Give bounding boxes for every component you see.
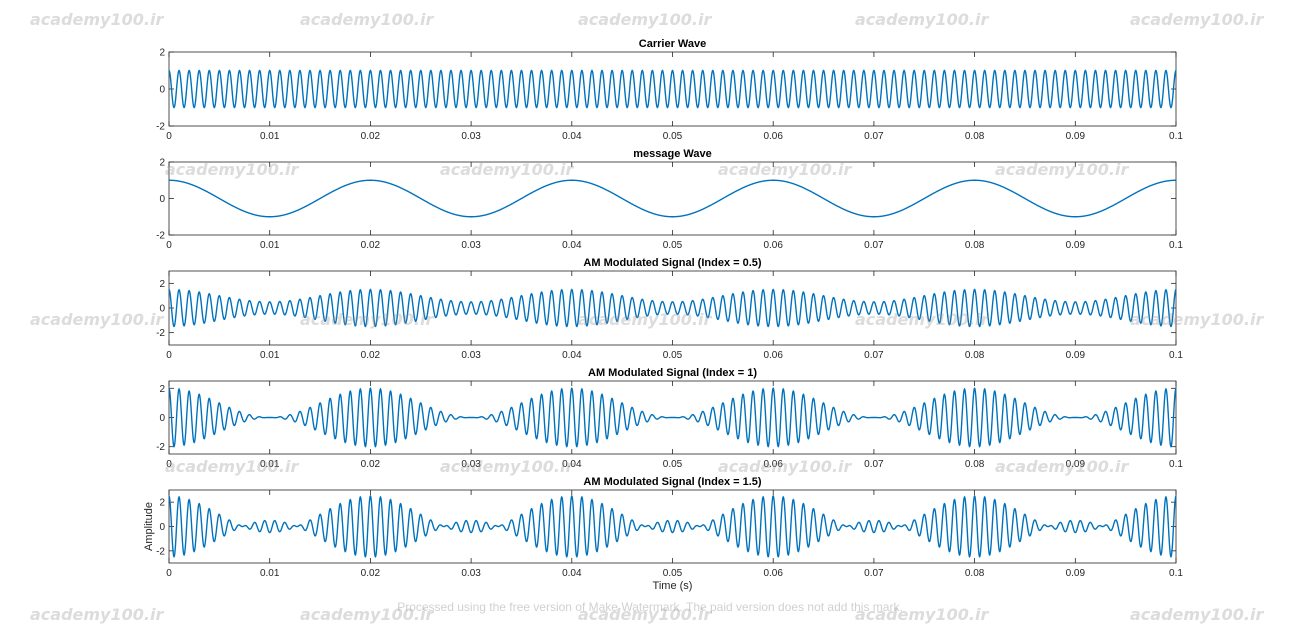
- x-tick-label: 0.05: [663, 350, 683, 361]
- signal-line: [168, 494, 1177, 558]
- x-tick-label: 0.07: [864, 240, 884, 251]
- x-tick-label: 0.03: [461, 131, 481, 142]
- x-tick-label: 0.1: [1169, 568, 1183, 579]
- axes-box: [168, 489, 1177, 564]
- chart-title: AM Modulated Signal (Index = 0.5): [583, 257, 761, 269]
- subplot-4: [168, 380, 1177, 455]
- x-tick-label: 0.1: [1169, 240, 1183, 251]
- subplot-5: [168, 489, 1177, 564]
- x-tick-label: 0.09: [1066, 568, 1086, 579]
- x-tick-label: 0.03: [461, 459, 481, 470]
- x-tick-label: 0.08: [965, 350, 985, 361]
- y-tick-label: 2: [159, 158, 165, 169]
- x-tick-label: 0.02: [361, 131, 381, 142]
- y-tick-label: 2: [159, 279, 165, 290]
- x-tick-label: 0.02: [361, 350, 381, 361]
- y-tick-label: 0: [159, 304, 165, 315]
- y-tick-label: 0: [159, 413, 165, 424]
- chart-title: AM Modulated Signal (Index = 1): [588, 367, 757, 379]
- x-tick-label: 0.09: [1066, 459, 1086, 470]
- y-tick-label: -2: [156, 442, 165, 453]
- x-tick-label: 0.07: [864, 131, 884, 142]
- subplot-3: [168, 270, 1177, 346]
- x-tick-label: 0.07: [864, 350, 884, 361]
- x-tick-label: 0.09: [1066, 131, 1086, 142]
- x-tick-label: 0.04: [562, 350, 582, 361]
- x-tick-label: 0.08: [965, 459, 985, 470]
- x-tick-label: 0.06: [763, 459, 783, 470]
- x-tick-label: 0.09: [1066, 240, 1086, 251]
- y-tick-label: -2: [156, 122, 165, 133]
- x-axis-label: Time (s): [653, 580, 693, 592]
- x-tick-label: 0: [166, 350, 172, 361]
- x-tick-label: 0.04: [562, 240, 582, 251]
- x-tick-label: 0: [166, 240, 172, 251]
- y-tick-label: 0: [159, 194, 165, 205]
- x-tick-label: 0.08: [965, 240, 985, 251]
- y-tick-label: 2: [159, 384, 165, 395]
- x-tick-label: 0.07: [864, 459, 884, 470]
- x-tick-label: 0.06: [763, 350, 783, 361]
- x-tick-label: 0.04: [562, 459, 582, 470]
- y-tick-label: 2: [159, 498, 165, 509]
- x-tick-label: 0.04: [562, 568, 582, 579]
- chart-title: AM Modulated Signal (Index = 1.5): [583, 476, 761, 488]
- x-tick-label: 0.1: [1169, 459, 1183, 470]
- x-tick-label: 0: [166, 568, 172, 579]
- x-tick-label: 0.01: [260, 240, 280, 251]
- y-tick-label: 0: [159, 85, 165, 96]
- x-tick-label: 0.01: [260, 568, 280, 579]
- x-tick-label: 0.07: [864, 568, 884, 579]
- x-tick-label: 0.1: [1169, 350, 1183, 361]
- signal-line: [168, 387, 1177, 448]
- subplot-2: [168, 161, 1177, 236]
- x-tick-label: 0.01: [260, 350, 280, 361]
- x-tick-label: 0.05: [663, 240, 683, 251]
- x-tick-label: 0.03: [461, 568, 481, 579]
- x-tick-label: 0.02: [361, 459, 381, 470]
- axes-box: [168, 51, 1177, 127]
- subplot-1: [168, 51, 1177, 127]
- x-tick-label: 0: [166, 459, 172, 470]
- x-tick-label: 0.01: [260, 459, 280, 470]
- x-tick-label: 0.01: [260, 131, 280, 142]
- x-tick-label: 0.02: [361, 568, 381, 579]
- x-tick-label: 0: [166, 131, 172, 142]
- axes-box: [168, 161, 1177, 236]
- chart-title: Carrier Wave: [639, 38, 706, 50]
- x-tick-label: 0.04: [562, 131, 582, 142]
- x-tick-label: 0.03: [461, 240, 481, 251]
- x-tick-label: 0.06: [763, 240, 783, 251]
- y-tick-label: -2: [156, 328, 165, 339]
- y-tick-label: 0: [159, 522, 165, 533]
- y-tick-label: -2: [156, 546, 165, 557]
- x-tick-label: 0.08: [965, 568, 985, 579]
- signal-line: [168, 288, 1177, 328]
- y-tick-label: -2: [156, 231, 165, 242]
- x-tick-label: 0.09: [1066, 350, 1086, 361]
- y-axis-label: Amplitude: [143, 502, 155, 551]
- y-tick-label: 2: [159, 48, 165, 59]
- axes-box: [168, 270, 1177, 346]
- x-tick-label: 0.05: [663, 459, 683, 470]
- x-tick-label: 0.05: [663, 131, 683, 142]
- signal-line: [168, 69, 1177, 109]
- x-tick-label: 0.08: [965, 131, 985, 142]
- signal-line: [169, 179, 1176, 218]
- chart-title: message Wave: [633, 148, 711, 160]
- x-tick-label: 0.06: [763, 568, 783, 579]
- x-tick-label: 0.05: [663, 568, 683, 579]
- x-tick-label: 0.02: [361, 240, 381, 251]
- x-tick-label: 0.03: [461, 350, 481, 361]
- x-tick-label: 0.1: [1169, 131, 1183, 142]
- x-tick-label: 0.06: [763, 131, 783, 142]
